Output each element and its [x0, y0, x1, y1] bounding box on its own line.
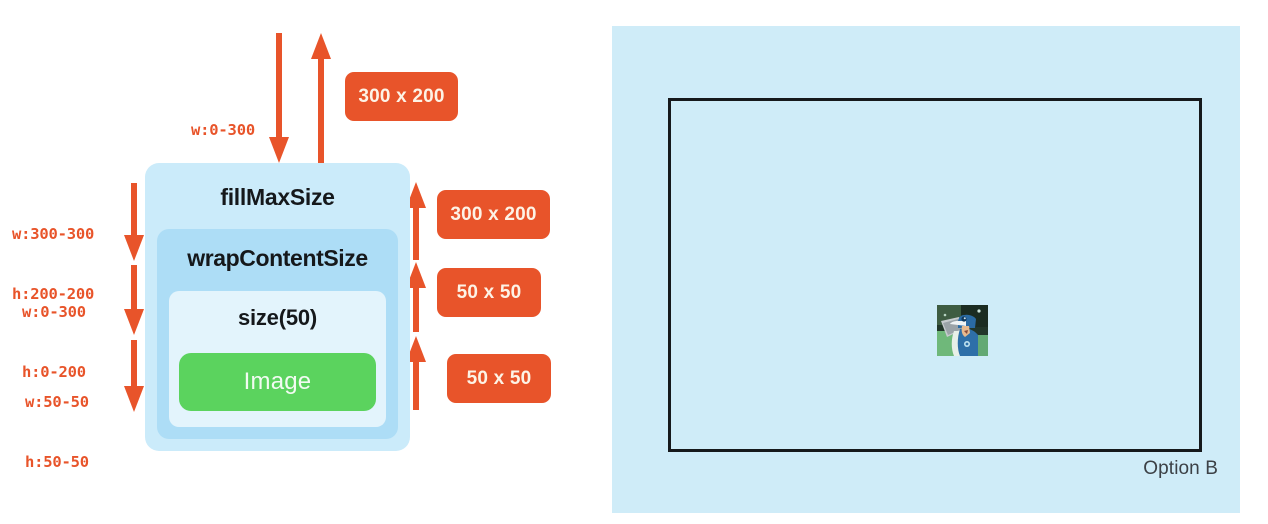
arrow-down-2 — [124, 265, 144, 335]
box-size-50: size(50) Image — [169, 291, 386, 427]
box-label-size-50: size(50) — [237, 305, 318, 330]
arrow-up-1 — [406, 182, 426, 260]
arrow-up-2 — [406, 262, 426, 332]
arrow-up-top — [311, 33, 331, 163]
arrow-up-3 — [406, 336, 426, 410]
constraint-width-top: w:0-300 — [191, 121, 255, 139]
constraint-height-3: h:50-50 — [25, 453, 89, 471]
box-image: Image — [179, 353, 376, 411]
box-wrap-content-size: wrapContentSize size(50) Image — [157, 229, 398, 439]
constraint-height-1: h:200-200 — [12, 285, 95, 303]
constraint-label-1: w:300-300 h:200-200 — [12, 184, 127, 344]
constraint-label-3: w:50-50 h:50-50 — [25, 352, 140, 512]
size-badge-1: 300 x 200 — [437, 190, 550, 239]
box-fill-max-size: fillMaxSize wrapContentSize size(50) Ima… — [145, 163, 410, 451]
option-b-caption: Option B — [1143, 458, 1218, 479]
constraint-height-2: h:0-200 — [22, 363, 86, 381]
constraints-diagram: w:0-300 h:0-200 w:300-300 h:200-200 w:0-… — [0, 0, 600, 524]
box-label-wrap-content-size: wrapContentSize — [187, 245, 368, 271]
constraint-width-1: w:300-300 — [12, 225, 95, 243]
size-badge-top: 300 x 200 — [345, 72, 458, 121]
size-badge-3: 50 x 50 — [447, 354, 551, 403]
constraint-width-2: w:0-300 — [22, 303, 86, 321]
anime-character-thumbnail-icon — [937, 305, 988, 356]
size-badge-2: 50 x 50 — [437, 268, 541, 317]
arrow-down-3 — [124, 340, 144, 412]
box-label-fill-max-size: fillMaxSize — [220, 184, 335, 210]
option-b-panel: Option B — [612, 26, 1240, 513]
arrow-down-top — [269, 33, 289, 163]
constraint-label-2: w:0-300 h:0-200 — [22, 262, 137, 422]
box-label-image: Image — [243, 368, 312, 395]
constraint-width-3: w:50-50 — [25, 393, 89, 411]
option-b-frame — [668, 98, 1202, 452]
arrow-down-1 — [124, 183, 144, 261]
